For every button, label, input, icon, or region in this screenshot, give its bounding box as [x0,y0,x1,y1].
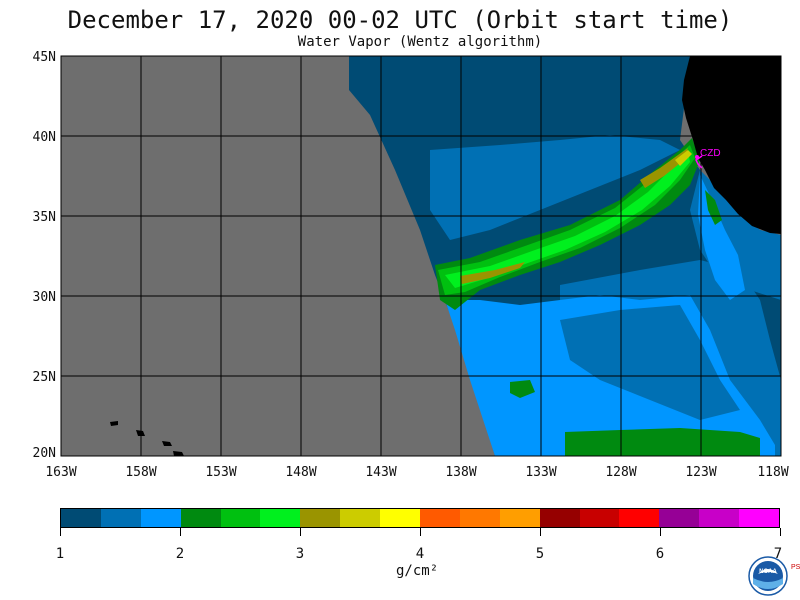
colorbar-segment [699,509,740,527]
station-label: CZD [700,148,721,159]
logo-side-text: PSL [791,564,800,571]
ar-band-yellow [675,150,692,166]
lon-label: 138W [445,465,476,480]
colorbar-segment [380,509,421,527]
island-kauai [110,421,118,426]
colorbar-segment [420,509,460,527]
noaa-logo-icon: NOAA [748,556,788,596]
map-title: December 17, 2020 00-02 UTC (Orbit start… [67,6,733,34]
colorbar-tick-mark [420,528,421,536]
lon-label: 148W [285,465,316,480]
colorbar [60,508,780,528]
lat-label: 35N [33,210,56,225]
colorbar-tick-label: 4 [415,546,425,562]
colorbar-segment [340,509,381,527]
lat-label: 45N [33,50,56,65]
lon-label: 143W [365,465,396,480]
lon-label: 163W [45,465,76,480]
colorbar-segment [459,509,500,527]
colorbar-tick-mark [180,528,181,536]
ar-band-mid [438,145,695,295]
colorbar-segment [260,509,301,527]
lon-label: 158W [125,465,156,480]
plot-frame [60,55,782,457]
colorbar-tick-mark [780,528,781,536]
colorbar-tick-mark [660,528,661,536]
lon-label: 128W [605,465,636,480]
colorbar-segment [61,509,101,527]
colorbar-segment [579,509,620,527]
lon-label: 153W [205,465,236,480]
green-patch-small [510,380,535,398]
lon-label: 118W [757,465,788,480]
lon-label: 133W [525,465,556,480]
ar-band-peak-2 [640,148,688,188]
colorbar-tick-label: 2 [175,546,185,562]
map-grid [61,56,781,456]
land-california [682,56,781,234]
swath-midblue-1 [430,135,680,240]
colorbar-tick-label: 5 [535,546,545,562]
colorbar-tick-mark [540,528,541,536]
colorbar-segment [300,509,341,527]
colorbar-tick-label: 3 [295,546,305,562]
green-patch-south [565,428,760,456]
lon-label: 123W [685,465,716,480]
station-czd-marker [695,155,703,169]
lat-label: 40N [33,130,56,145]
colorbar-tick-label: 6 [655,546,665,562]
colorbar-tick-mark [60,528,61,536]
lat-label: 30N [33,290,56,305]
lat-label: 25N [33,370,56,385]
colorbar-tick-mark [300,528,301,536]
colorbar-tick-label: 7 [773,546,783,562]
colorbar-segment [180,509,221,527]
colorbar-units: g/cm² [396,563,439,579]
lat-label: 20N [33,446,56,461]
colorbar-segment [100,509,141,527]
colorbar-segment [220,509,261,527]
logo-text: NOAA [759,569,777,575]
colorbar-segment [659,509,700,527]
colorbar-segment [619,509,660,527]
swath-south-dark [560,305,740,420]
island-maui [162,441,172,446]
colorbar-segment [499,509,540,527]
ar-band-peak [460,262,525,284]
colorbar-tick-label: 1 [55,546,65,562]
map-subtitle: Water Vapor (Wentz algorithm) [297,34,543,50]
water-vapor-map: 45N 40N 35N 30N 25N 20N 163W 158W 153W 148W 143W 13… [33,50,789,480]
colorbar-segment [539,509,580,527]
colorbar-segment [739,509,780,527]
colorbar-segment [140,509,181,527]
island-hawaii [173,451,184,456]
